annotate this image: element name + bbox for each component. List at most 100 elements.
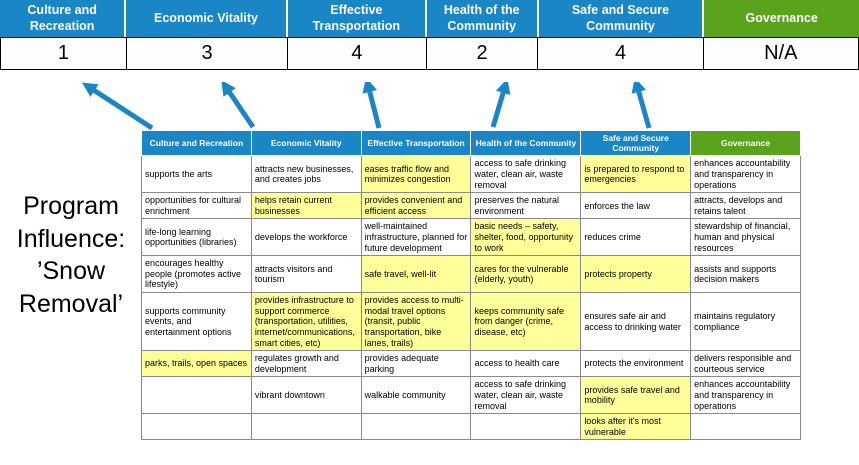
- matrix-cell-r6c3: access to safe drinking water, clean air…: [470, 376, 582, 415]
- matrix-cell-r6c5: enhances accountability and transparency…: [690, 376, 801, 415]
- score-safe-and-secure-community: 4: [538, 38, 704, 69]
- category-economic-vitality: Economic Vitality: [126, 0, 288, 37]
- matrix-row: supports the arts attracts new businesses…: [141, 155, 801, 194]
- score-row: 1 3 4 2 4 N/A: [0, 37, 859, 70]
- category-label: Culture and Recreation: [27, 2, 97, 33]
- matrix-cell-r2c0: life-long learning opportunities (librar…: [141, 218, 252, 257]
- category-effective-transportation: Effective Transportation: [287, 0, 427, 37]
- matrix-cell-r7c2: [360, 413, 472, 441]
- matrix-cell-r4c5: maintains regulatory compliance: [690, 292, 801, 352]
- score-economic-vitality: 3: [127, 38, 289, 69]
- category-label: Economic Vitality: [154, 10, 258, 25]
- matrix-cell-r7c0: [141, 413, 252, 441]
- matrix-cell-r0c4: is prepared to respond to emergencies: [580, 155, 692, 194]
- matrix-cell-r5c3: access to health care: [470, 350, 582, 378]
- matrix-cell-r0c5: enhances accountability and transparency…: [690, 155, 801, 194]
- category-governance: Governance: [704, 0, 859, 37]
- matrix-cell-r6c0: [141, 376, 252, 415]
- matrix-header-effective-transportation: Effective Transportation: [360, 129, 472, 157]
- up-arrow-icon: [221, 82, 256, 129]
- matrix-cell-r0c2: eases traffic flow and minimizes congest…: [360, 155, 472, 194]
- score-value: 4: [351, 42, 363, 64]
- matrix-cell-r5c1: regulates growth and development: [250, 350, 362, 378]
- matrix-cell-r4c4: ensures safe air and access to drinking …: [580, 292, 692, 352]
- matrix-cell-r2c5: stewardship of financial, human and phys…: [690, 218, 801, 257]
- matrix-cell-r6c4: provides safe travel and mobility: [580, 376, 692, 415]
- score-value: 2: [476, 42, 488, 64]
- program-title-line: ’Snow: [36, 257, 106, 285]
- matrix-cell-r2c1: develops the workforce: [250, 218, 362, 257]
- matrix-cell-r0c3: access to safe drinking water, clean air…: [470, 155, 582, 194]
- matrix-row: life-long learning opportunities (librar…: [141, 218, 801, 257]
- category-label: Health of the Community: [443, 2, 520, 33]
- matrix-header-culture-and-recreation: Culture and Recreation: [141, 129, 252, 157]
- matrix-cell-r5c0: parks, trails, open spaces: [141, 350, 252, 378]
- score-value: N/A: [764, 42, 798, 64]
- up-arrow-icon: [490, 82, 511, 128]
- matrix-cell-r3c3: cares for the vulnerable (elderly, youth…: [470, 255, 582, 294]
- up-arrow-icon: [81, 82, 154, 131]
- arrows-layer: [81, 82, 652, 131]
- matrix-row: encourages healthy people (promotes acti…: [141, 255, 801, 294]
- matrix-cell-r3c5: assists and supports decision makers: [690, 255, 801, 294]
- category-label: Safe and Secure Community: [571, 2, 670, 33]
- category-label: Effective Transportation: [312, 2, 401, 33]
- matrix-cell-r7c1: [250, 413, 362, 441]
- matrix-cell-r5c4: protects the environment: [580, 350, 692, 378]
- matrix-row: supports community events, and entertain…: [141, 292, 801, 352]
- matrix-header-governance: Governance: [690, 129, 801, 157]
- up-arrow-icon: [362, 82, 382, 129]
- matrix-row: vibrant downtown walkable community access…: [141, 376, 801, 415]
- matrix-cell-r6c2: walkable community: [360, 376, 472, 415]
- matrix-row: parks, trails, open spaces regulates grow…: [141, 350, 801, 378]
- influence-matrix: Culture and Recreation Economic Vitality E…: [141, 129, 801, 441]
- matrix-cell-r1c4: enforces the law: [580, 192, 692, 220]
- score-effective-transportation: 4: [288, 38, 427, 69]
- score-value: 1: [57, 42, 70, 64]
- program-title-line: Removal’: [18, 289, 124, 318]
- matrix-cell-r7c4: looks after it's most vulnerable: [580, 413, 692, 441]
- matrix-cell-r4c1: provides infrastructure to support comme…: [250, 292, 362, 352]
- score-value: 4: [614, 42, 627, 64]
- score-culture-and-recreation: 1: [1, 38, 127, 69]
- program-title-line: Program: [23, 192, 119, 220]
- matrix-cell-r0c0: supports the arts: [141, 155, 252, 194]
- score-health-of-the-community: 2: [427, 38, 539, 69]
- matrix-cell-r1c3: preserves the natural environment: [470, 192, 582, 220]
- category-safe-and-secure-community: Safe and Secure Community: [538, 0, 705, 37]
- matrix-header-health-of-the-community: Health of the Community: [470, 129, 582, 157]
- matrix-header-safe-and-secure-community: Safe and Secure Community: [580, 129, 692, 157]
- matrix-cell-r4c2: provides access to multi-modal travel op…: [360, 292, 472, 352]
- matrix-cell-r1c1: helps retain current businesses: [250, 192, 362, 220]
- matrix-row: looks after it's most vulnerable: [141, 413, 801, 441]
- matrix-cell-r0c1: attracts new businesses, and creates job…: [250, 155, 362, 194]
- category-label: Governance: [745, 10, 818, 25]
- matrix-cell-r3c4: protects property: [580, 255, 692, 294]
- score-value: 3: [201, 42, 213, 64]
- program-title-line: Influence:: [16, 224, 126, 253]
- score-governance: N/A: [704, 38, 858, 69]
- matrix-cell-r5c2: provides adequate parking: [360, 350, 472, 378]
- matrix-header-economic-vitality: Economic Vitality: [250, 129, 362, 157]
- matrix-cell-r1c2: provides convenient and efficient access: [360, 192, 472, 220]
- matrix-cell-r1c0: opportunities for cultural enrichment: [141, 192, 252, 220]
- category-banner: Culture and Recreation Economic Vitality E…: [0, 0, 859, 37]
- matrix-cell-r7c3: [470, 413, 582, 441]
- matrix-cell-r1c5: attracts, develops and retains talent: [690, 192, 801, 220]
- matrix-cell-r3c0: encourages healthy people (promotes acti…: [141, 255, 252, 294]
- matrix-row: opportunities for cultural enrichment hel…: [141, 192, 801, 220]
- matrix-cell-r7c5: [690, 413, 801, 441]
- matrix-cell-r4c0: supports community events, and entertain…: [141, 292, 252, 352]
- category-health-of-the-community: Health of the Community: [426, 0, 539, 37]
- matrix-cell-r5c5: delivers responsible and courteous servi…: [690, 350, 801, 378]
- up-arrow-icon: [631, 82, 652, 129]
- category-culture-and-recreation: Culture and Recreation: [0, 0, 127, 37]
- matrix-cell-r3c1: attracts visitors and tourism: [250, 255, 362, 294]
- program-title: Program Influence: ’Snow Removal’: [0, 190, 142, 320]
- matrix-cell-r2c2: well-maintained infrastructure, planned …: [360, 218, 472, 257]
- matrix-cell-r4c3: keeps community safe from danger (crime,…: [470, 292, 582, 352]
- matrix-cell-r2c3: basic needs – safety, shelter, food, opp…: [470, 218, 582, 257]
- matrix-cell-r2c4: reduces crime: [580, 218, 692, 257]
- matrix-cell-r3c2: safe travel, well-lit: [360, 255, 472, 294]
